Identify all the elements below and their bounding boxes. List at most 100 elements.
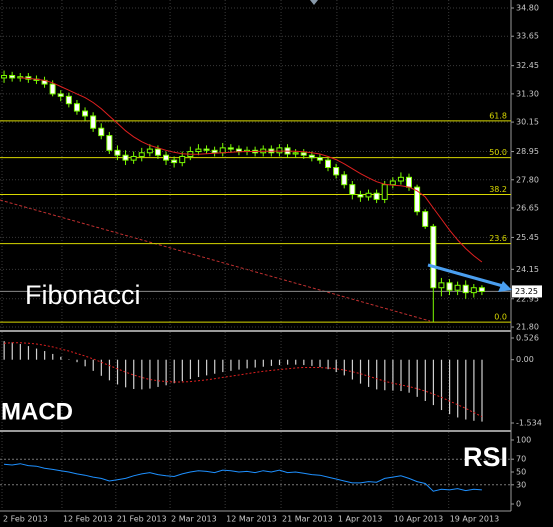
candle-body <box>9 74 16 79</box>
y-tick-label: 0 <box>516 500 521 509</box>
candle-body <box>235 148 242 153</box>
y-tick-label: 70 <box>516 455 526 464</box>
candle-body <box>397 176 404 182</box>
candle-body <box>325 159 332 168</box>
histogram-bar <box>335 359 337 373</box>
annotation: Fibonacci <box>25 280 141 310</box>
signal-line <box>3 342 483 418</box>
x-tick-label: 12 Mar 2013 <box>226 515 277 524</box>
histogram-bar <box>197 359 200 378</box>
y-tick-label: 0.526 <box>516 334 539 343</box>
histogram-bar <box>295 359 297 365</box>
histogram-bar <box>359 359 362 384</box>
x-tick-label: 2 Feb 2013 <box>3 515 48 524</box>
candle-body <box>373 192 380 200</box>
histogram-bar <box>3 341 5 360</box>
histogram-bar <box>473 359 475 421</box>
histogram-bar <box>432 359 435 406</box>
y-tick-label: 21.80 <box>516 323 539 332</box>
candle-body <box>316 157 323 161</box>
fib-label: 38.2 <box>489 185 507 194</box>
x-tick-label: 12 Feb 2013 <box>63 515 113 524</box>
y-tick-label: 34.80 <box>516 4 539 13</box>
trend-line <box>0 199 431 322</box>
candle-body <box>138 152 145 157</box>
candle-body <box>130 155 137 161</box>
candle-body <box>90 115 97 129</box>
histogram-bar <box>262 359 264 367</box>
candle-body <box>171 159 178 164</box>
y-tick-label: 0.00 <box>516 355 534 364</box>
candle-body <box>357 193 364 198</box>
y-tick-label: -1.534 <box>516 419 542 428</box>
candle-body <box>406 176 413 188</box>
histogram-bar <box>27 346 30 360</box>
histogram-bar <box>133 359 135 389</box>
candle-body <box>227 147 234 150</box>
histogram-bar <box>416 359 418 397</box>
y-tick-label: 31.30 <box>516 89 539 98</box>
histogram-bar <box>311 359 313 366</box>
candle-body <box>195 148 202 153</box>
histogram-bar <box>246 359 248 369</box>
histogram-bar <box>376 359 378 390</box>
histogram-bar <box>343 359 345 376</box>
shift-marker <box>310 0 318 5</box>
candle-body <box>146 148 153 154</box>
y-tick-label: 24.15 <box>516 265 539 274</box>
y-tick-label: 100 <box>516 436 531 445</box>
candle-body <box>389 180 396 186</box>
candle-body <box>57 93 64 97</box>
histogram-bar <box>173 359 175 384</box>
y-tick-label: 30.15 <box>516 118 539 127</box>
histogram-bar <box>68 359 70 360</box>
fib-label: 0.0 <box>494 313 507 322</box>
fib-label: 50.0 <box>489 148 507 157</box>
candle-body <box>438 282 445 289</box>
y-tick-label: 26.65 <box>516 203 539 212</box>
histogram-bar <box>125 359 127 388</box>
x-tick-label: 10 Apr 2013 <box>394 515 443 524</box>
histogram-bar <box>141 359 143 390</box>
candle-body <box>276 147 283 154</box>
candle-body <box>82 110 89 117</box>
histogram-bar <box>44 351 46 360</box>
arrow <box>427 263 504 288</box>
x-tick-label: 2 Mar 2013 <box>171 515 217 524</box>
histogram-bar <box>481 359 483 422</box>
candle-body <box>446 282 453 291</box>
last-price-label: 23.25 <box>515 287 538 296</box>
histogram-bar <box>206 359 208 376</box>
y-tick-label: 30 <box>516 480 526 489</box>
candle-body <box>98 127 105 137</box>
candle-body <box>365 192 372 198</box>
annotation: RSI <box>463 442 508 472</box>
histogram-bar <box>278 359 281 366</box>
candle-body <box>333 167 340 176</box>
last-price-box <box>512 285 542 298</box>
histogram-bar <box>60 356 62 360</box>
histogram-bar <box>319 359 321 368</box>
candle-body <box>414 186 421 213</box>
candle-body <box>300 152 307 156</box>
histogram-bar <box>214 359 216 374</box>
histogram-bar <box>76 359 78 363</box>
fib-label: 61.8 <box>489 111 507 120</box>
candle-body <box>341 174 348 186</box>
candle-body <box>381 184 388 200</box>
histogram-bar <box>440 359 443 411</box>
y-tick-label: 33.65 <box>516 32 539 41</box>
candle-body <box>470 287 477 294</box>
fib-label: 23.6 <box>489 234 507 243</box>
candle-body <box>106 135 113 151</box>
histogram-bar <box>100 359 102 376</box>
histogram-bar <box>189 359 192 380</box>
histogram-bar <box>84 359 86 367</box>
histogram-bar <box>230 359 232 371</box>
histogram-bar <box>287 359 289 365</box>
candle-body <box>454 284 461 291</box>
histogram-bar <box>449 359 451 415</box>
candle-body <box>154 148 161 156</box>
candle-body <box>73 103 80 112</box>
